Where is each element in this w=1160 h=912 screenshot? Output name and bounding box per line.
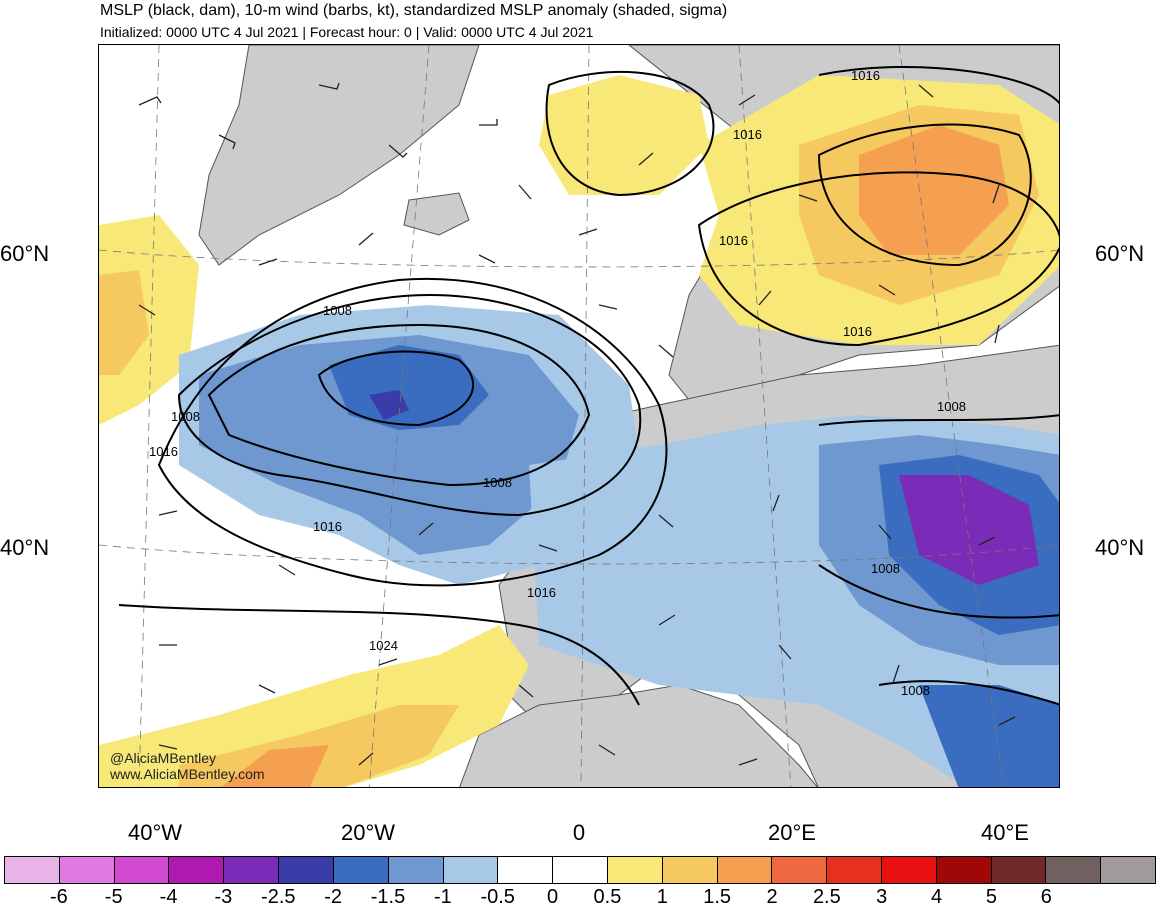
- colorbar-swatch: [114, 857, 170, 883]
- colorbar-swatch: [333, 857, 389, 883]
- contour-label: 1016: [851, 68, 880, 83]
- colorbar-tick-label: 1: [656, 886, 668, 908]
- credit-handle: @AliciaMBentley: [110, 750, 217, 766]
- contour-label: 1016: [527, 585, 556, 600]
- colorbar-tick-label: -0.5: [480, 886, 515, 908]
- positive-anomaly-west: [99, 215, 199, 425]
- negative-anomaly-atlantic-core: [329, 345, 489, 430]
- colorbar-swatch: [991, 857, 1047, 883]
- isobars: [118, 65, 1059, 706]
- lon-label-40e: 40°E: [981, 820, 1029, 845]
- iceland: [403, 192, 470, 236]
- lat-label-40n-left: 40°N: [0, 535, 50, 560]
- colorbar-swatch: [169, 857, 225, 883]
- wind-barbs: [138, 82, 1016, 766]
- contour-label: 1016: [149, 444, 178, 459]
- colorbar-tick-label: 1.5: [703, 886, 732, 908]
- contour-label: 1008: [937, 399, 966, 414]
- colorbar-swatch: [827, 857, 882, 883]
- colorbar-tick-label: -2: [324, 886, 343, 908]
- positive-anomaly-scandinavia-core: [859, 125, 1009, 255]
- contour-label: 1024: [369, 638, 398, 653]
- lat-label-60n-left: 60°N: [0, 241, 50, 266]
- credit-site: www.AliciaMBentley.com: [110, 766, 265, 782]
- contour-label: 1016: [843, 324, 872, 339]
- map-graphic: 1016 1016 1016 1016 1008 1008 1016 1008 …: [99, 45, 1059, 787]
- colorbar-tick-label: 2.5: [812, 886, 841, 908]
- colorbar-swatch: [443, 857, 499, 883]
- contour-labels: 1016 1016 1016 1016 1008 1008 1016 1008 …: [149, 68, 966, 698]
- lon-label-40w: 40°W: [127, 820, 183, 845]
- colorbar-swatch: [388, 857, 444, 883]
- colorbar-swatch: [1101, 857, 1156, 883]
- contour-label: 1008: [323, 303, 352, 318]
- colorbar-tick-label: -5: [104, 886, 123, 908]
- lat-label-60n-right: 60°N: [1095, 241, 1145, 266]
- colorbar-tick-label: 6: [1040, 886, 1052, 908]
- colorbar-tick-label: -3: [214, 886, 233, 908]
- contour-label: 1016: [719, 233, 748, 248]
- colorbar-swatch: [607, 857, 663, 883]
- colorbar-swatch: [498, 857, 554, 883]
- colorbar-tick-label: 0: [547, 886, 559, 908]
- greenland: [198, 45, 480, 266]
- positive-anomaly-north-sea: [539, 75, 709, 195]
- lon-label-20w: 20°W: [340, 820, 396, 845]
- colorbar-swatch: [279, 857, 334, 883]
- colorbar-swatch: [5, 857, 60, 883]
- colorbar-swatch: [59, 857, 115, 883]
- colorbar-swatch: [772, 857, 828, 883]
- positive-anomaly-atlantic-south-peak: [221, 745, 329, 787]
- contour-label: 1008: [483, 475, 512, 490]
- colorbar-tick-label: 0.5: [593, 886, 622, 908]
- colorbar: [4, 856, 1156, 884]
- lon-label-20e: 20°E: [768, 820, 816, 845]
- colorbar-swatch: [553, 857, 608, 883]
- colorbar-swatch: [1046, 857, 1102, 883]
- colorbar-tick-label: 2: [766, 886, 778, 908]
- colorbar-tick-label: -1.5: [370, 886, 406, 908]
- contour-label: 1016: [313, 519, 342, 534]
- colorbar-tick-label: -1: [433, 886, 452, 908]
- map-title: MSLP (black, dam), 10-m wind (barbs, kt)…: [100, 2, 728, 19]
- colorbar-tick-label: 4: [931, 886, 943, 908]
- colorbar-swatch: [882, 857, 937, 883]
- colorbar-tick-label: -4: [159, 886, 178, 908]
- colorbar-tick-label: -2.5: [261, 886, 296, 908]
- lat-label-40n-right: 40°N: [1095, 535, 1145, 560]
- positive-anomaly-west-core: [99, 270, 149, 375]
- contour-label: 1008: [901, 683, 930, 698]
- colorbar-swatch: [936, 857, 992, 883]
- colorbar-swatch: [717, 857, 773, 883]
- map-subtitle: Initialized: 0000 UTC 4 Jul 2021 | Forec…: [100, 24, 594, 40]
- lon-label-0: 0: [572, 820, 586, 845]
- colorbar-tick-label: 5: [985, 886, 997, 908]
- contour-label: 1016: [733, 127, 762, 142]
- colorbar-tick-label: -6: [49, 886, 68, 908]
- negative-anomaly-southeast: [919, 685, 1059, 787]
- contour-label: 1008: [171, 409, 200, 424]
- colorbar-tick-label: 3: [876, 886, 888, 908]
- contour-label: 1008: [871, 561, 900, 576]
- colorbar-swatch: [662, 857, 718, 883]
- negative-anomaly-black-sea-peak: [899, 475, 1039, 585]
- map-panel: 1016 1016 1016 1016 1008 1008 1016 1008 …: [98, 44, 1060, 788]
- colorbar-swatch: [224, 857, 280, 883]
